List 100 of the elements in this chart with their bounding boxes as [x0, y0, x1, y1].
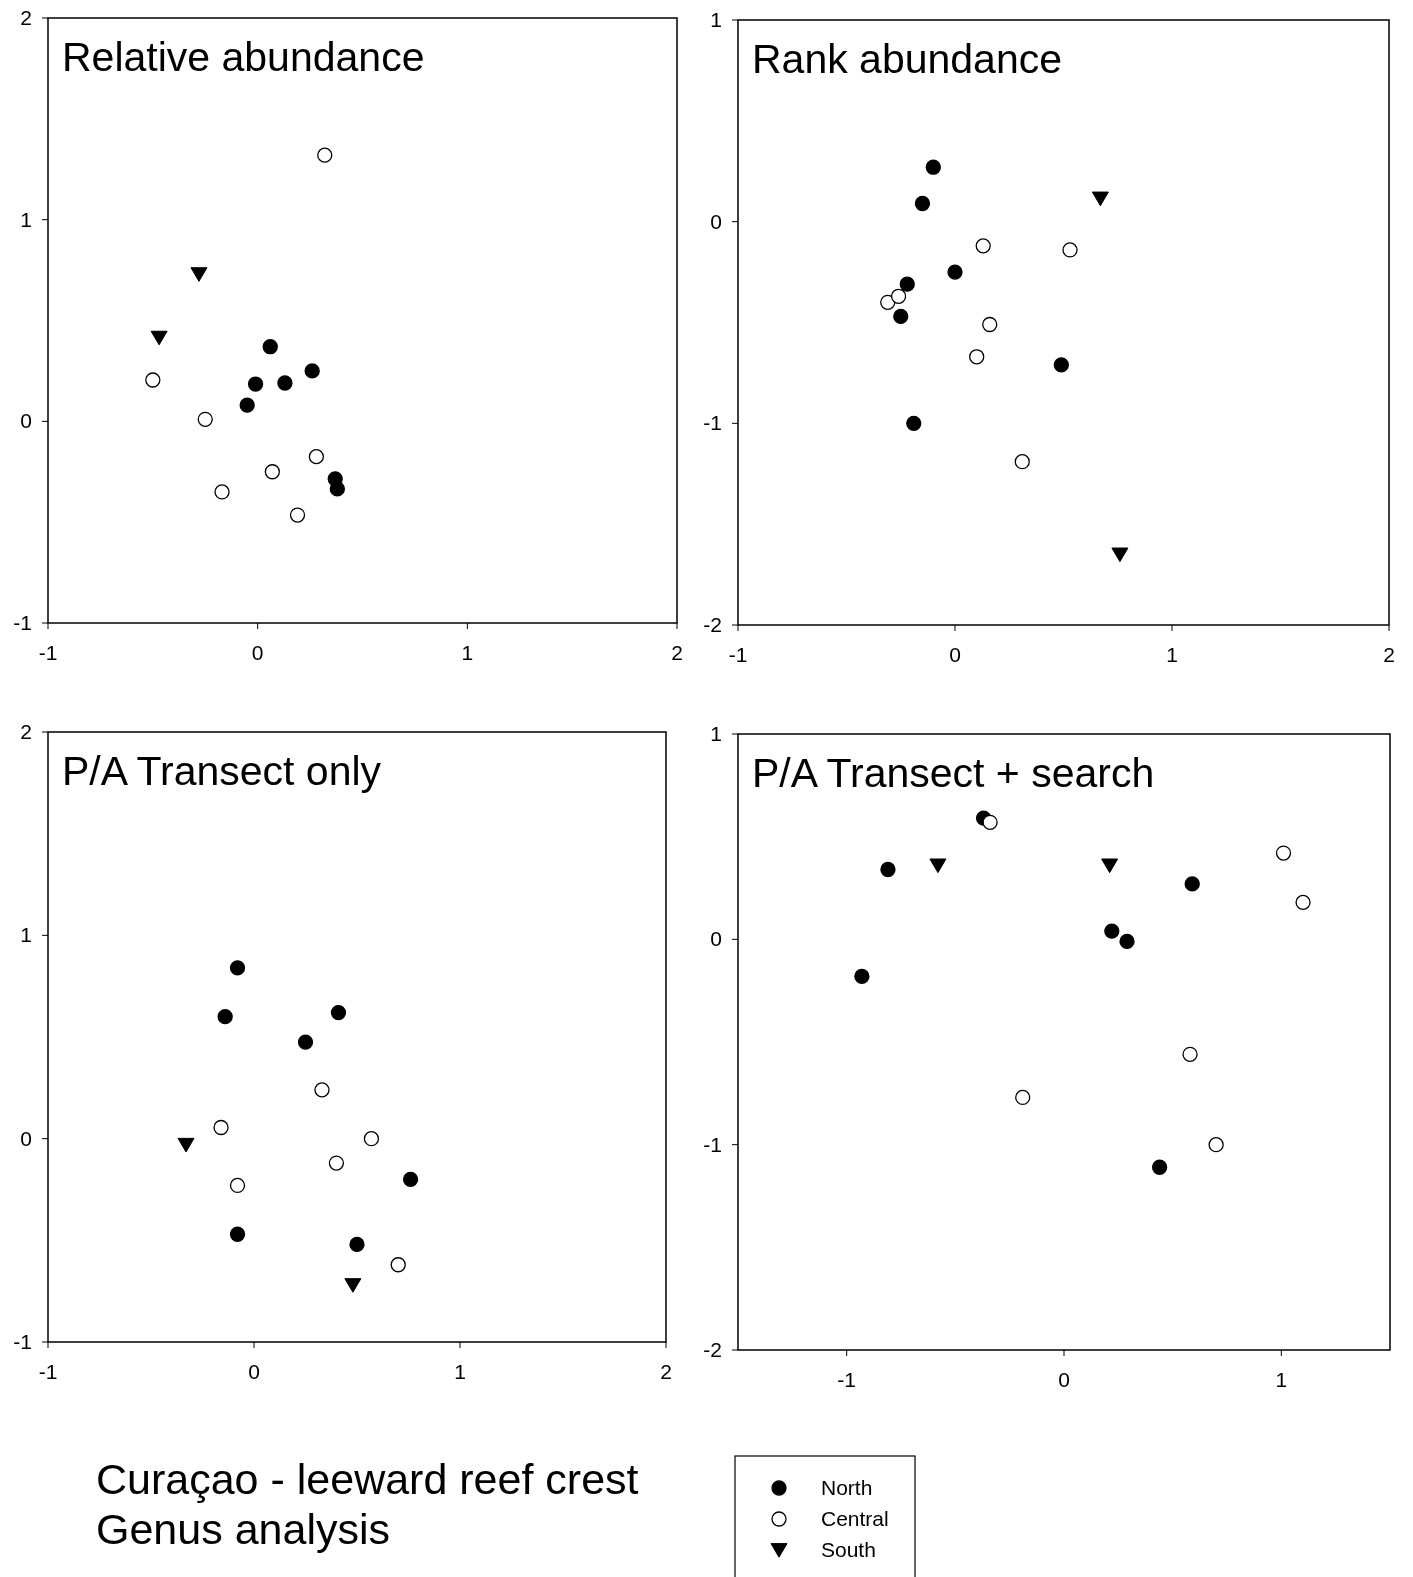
- legend-label: South: [821, 1538, 876, 1561]
- chart-title: Rank abundance: [752, 36, 1063, 82]
- x-tick-label: 1: [461, 641, 474, 664]
- chart-title: P/A Transect only: [62, 748, 382, 794]
- y-tick-label: 2: [20, 6, 32, 29]
- x-tick-label: 1: [1166, 643, 1178, 666]
- point: [914, 195, 931, 212]
- point: [264, 464, 280, 480]
- point: [880, 294, 896, 310]
- x-tick-label: -1: [837, 1368, 857, 1391]
- point: [197, 411, 213, 427]
- point: [1053, 357, 1069, 373]
- point: [308, 448, 325, 465]
- point: [214, 484, 230, 500]
- point: [982, 814, 998, 830]
- point: [304, 363, 320, 379]
- point: [1062, 242, 1078, 258]
- x-tick-label: 0: [248, 1360, 260, 1383]
- point: [982, 316, 998, 333]
- point: [330, 1004, 347, 1021]
- point: [1014, 454, 1030, 470]
- point: [929, 858, 947, 874]
- point: [247, 376, 264, 392]
- y-tick-label: 0: [710, 927, 722, 951]
- x-tick-label: 0: [251, 641, 264, 664]
- point: [1275, 845, 1292, 861]
- point: [213, 1119, 229, 1136]
- point: [1091, 191, 1109, 207]
- y-tick-label: -1: [703, 1132, 722, 1156]
- point: [344, 1278, 362, 1293]
- y-tick-label: 1: [710, 8, 722, 31]
- point: [969, 349, 985, 365]
- x-tick-label: 2: [1383, 643, 1395, 666]
- x-tick-label: -1: [38, 641, 58, 664]
- point: [947, 264, 963, 280]
- text: Curaçao - leeward reef crest: [96, 1455, 639, 1503]
- point: [190, 267, 208, 282]
- y-tick-label: 1: [710, 722, 722, 745]
- point: [402, 1171, 419, 1187]
- y-tick-label: -1: [13, 1330, 32, 1353]
- point: [1182, 1046, 1198, 1062]
- point: [349, 1236, 365, 1253]
- point: [229, 1226, 246, 1242]
- point: [329, 481, 345, 497]
- point: [1111, 547, 1129, 563]
- point: [1184, 876, 1200, 892]
- x-tick-label: -1: [728, 643, 748, 666]
- point: [1151, 1159, 1168, 1175]
- point: [893, 308, 909, 325]
- y-tick-label: 0: [20, 409, 32, 433]
- point: [314, 1082, 330, 1098]
- point: [1104, 923, 1120, 939]
- y-tick-label: 0: [710, 209, 722, 233]
- point: [1119, 933, 1135, 950]
- point: [854, 968, 870, 984]
- point: [925, 159, 941, 175]
- point: [145, 372, 161, 388]
- point: [217, 1009, 233, 1025]
- point: [277, 375, 293, 391]
- y-tick-label: -2: [703, 613, 722, 636]
- point: [150, 330, 168, 346]
- point: [390, 1257, 406, 1273]
- y-tick-label: -1: [703, 411, 722, 435]
- point: [229, 960, 246, 976]
- x-tick-label: 0: [1058, 1368, 1070, 1391]
- point: [1015, 1089, 1031, 1106]
- x-tick-label: -1: [38, 1360, 58, 1383]
- point: [297, 1034, 314, 1050]
- point: [906, 415, 922, 431]
- point: [899, 276, 915, 292]
- point: [880, 861, 896, 878]
- x-tick-label: 1: [454, 1360, 466, 1383]
- legend-label: North: [821, 1476, 873, 1499]
- legend-label: Central: [821, 1507, 889, 1530]
- text: Genus analysis: [96, 1505, 390, 1553]
- point: [1101, 858, 1119, 874]
- point: [177, 1137, 195, 1153]
- point: [890, 288, 907, 304]
- point: [262, 339, 278, 355]
- point: [363, 1131, 380, 1147]
- y-tick-label: -1: [13, 611, 32, 634]
- x-tick-label: 2: [671, 641, 683, 664]
- chart-title: Relative abundance: [62, 34, 425, 80]
- point: [289, 507, 306, 523]
- y-tick-label: 1: [20, 207, 32, 231]
- point: [1208, 1137, 1224, 1153]
- y-tick-label: 2: [20, 720, 32, 743]
- x-tick-label: 2: [660, 1360, 672, 1383]
- chart-title: P/A Transect + search: [752, 750, 1155, 796]
- point: [239, 397, 255, 413]
- point: [229, 1177, 246, 1194]
- point: [317, 147, 333, 163]
- point: [328, 1155, 345, 1171]
- point: [975, 238, 991, 254]
- y-tick-label: 0: [20, 1126, 32, 1150]
- y-tick-label: -2: [703, 1338, 722, 1361]
- y-tick-label: 1: [20, 923, 32, 947]
- x-tick-label: 0: [949, 643, 961, 666]
- x-tick-label: 1: [1275, 1368, 1288, 1391]
- point: [1295, 894, 1311, 911]
